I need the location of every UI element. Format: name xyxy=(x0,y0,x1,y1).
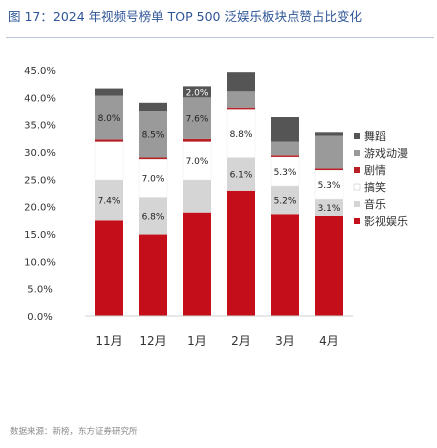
bar-segment-drama xyxy=(139,157,167,160)
legend-label-dance: 舞蹈 xyxy=(364,130,386,143)
data-label: 5.2% xyxy=(274,197,297,207)
x-axis: 11月 12月 1月 2月 3月 4月 xyxy=(85,315,353,348)
bar-group xyxy=(94,72,344,316)
stacked-bar-chart: 0.0% 5.0% 10.0% 15.0% 20.0% 25.0% 30.0% 35.0% 40… xyxy=(24,66,408,348)
data-label: 6.1% xyxy=(230,171,253,181)
bar-segment-drama xyxy=(271,155,299,157)
bar-segment-film xyxy=(271,214,299,316)
bar-segment-drama xyxy=(183,138,211,142)
legend-label-drama: 剧情 xyxy=(364,164,386,177)
y-axis: 0.0% 5.0% 10.0% 15.0% 20.0% 25.0% 30.0% 35.0% 40… xyxy=(24,66,56,323)
y-tick-label: 20.0% xyxy=(24,203,56,214)
bar-segment-dance xyxy=(315,132,343,136)
legend-swatch-funny xyxy=(353,183,361,191)
legend-swatch-film xyxy=(354,218,360,224)
data-labels: 7.4% 8.0% 6.8% 7.0% 8.5% 7.0% 7.6% 2.0% 6.1% 8.8%… xyxy=(98,88,341,222)
bar-segment-film xyxy=(183,212,211,316)
bar-segment-music xyxy=(271,185,299,215)
data-label: 5.3% xyxy=(274,168,297,178)
bar-segment-dance xyxy=(271,117,299,142)
bar-segment-game_anime xyxy=(139,111,167,158)
bar-segment-music xyxy=(227,157,255,191)
legend-label-game_anime: 游戏动漫 xyxy=(364,146,408,160)
bar-segment-game_anime xyxy=(227,91,255,108)
bar-segment-funny xyxy=(138,158,168,198)
bar-segment-music xyxy=(183,179,211,213)
bar-segment-funny xyxy=(270,156,300,187)
bar-segment-funny xyxy=(226,109,256,158)
bar-segment-funny xyxy=(182,141,212,181)
bar-segment-dance xyxy=(139,102,167,111)
x-tick-label: 12月 xyxy=(139,334,166,348)
y-tick-label: 30.0% xyxy=(24,148,56,159)
y-tick-label: 5.0% xyxy=(27,285,52,296)
y-tick-label: 15.0% xyxy=(24,230,56,241)
legend-swatch-drama xyxy=(354,167,360,173)
figure-title: 图 17：2024 年视频号榜单 TOP 500 泛娱乐板块点赞占比变化 xyxy=(8,9,362,24)
bar-segment-music xyxy=(139,197,167,235)
bar-segment-dance xyxy=(95,88,123,96)
bar-segment-drama xyxy=(315,168,343,171)
bar-segment-funny xyxy=(94,141,124,181)
bar-segment-game_anime xyxy=(315,135,343,169)
legend-swatch-music xyxy=(354,201,360,207)
legend-label-film: 影视娱乐 xyxy=(364,214,408,228)
bar-segment-film xyxy=(139,234,167,316)
bar-segment-film xyxy=(227,190,255,316)
legend-swatch-dance xyxy=(354,133,360,139)
y-tick-label: 0.0% xyxy=(27,312,52,323)
y-tick-label: 25.0% xyxy=(24,175,56,186)
bar-segment-game_anime xyxy=(95,95,123,140)
data-label: 7.4% xyxy=(98,197,121,207)
data-label: 7.0% xyxy=(186,157,209,167)
y-tick-label: 45.0% xyxy=(24,66,56,77)
data-label: 8.8% xyxy=(230,130,253,140)
legend-swatch-game_anime xyxy=(354,150,360,156)
legend-label-music: 音乐 xyxy=(364,197,386,211)
bar-segment-drama xyxy=(95,139,123,142)
bar-segment-drama xyxy=(227,107,255,110)
data-label: 7.6% xyxy=(186,115,209,125)
bar-segment-music xyxy=(315,199,343,216)
bar-segment-film xyxy=(95,220,123,316)
bar-segment-dance xyxy=(183,86,211,98)
bar-segment-dance xyxy=(227,72,255,92)
source-note: 数据来源：新榜，东方证券研究所 xyxy=(10,427,138,437)
data-label: 2.0% xyxy=(186,88,209,98)
data-label: 3.1% xyxy=(318,204,341,214)
x-tick-label: 11月 xyxy=(95,334,122,348)
legend-label-funny: 搞笑 xyxy=(364,180,386,194)
x-tick-label: 2月 xyxy=(231,334,251,348)
bar-segment-funny xyxy=(314,169,344,200)
x-tick-label: 4月 xyxy=(319,334,339,348)
bar-segment-music xyxy=(95,179,123,221)
x-tick-label: 1月 xyxy=(187,334,207,348)
data-label: 7.0% xyxy=(142,175,165,185)
bar-segment-game_anime xyxy=(271,141,299,156)
title-divider xyxy=(6,37,434,38)
data-label: 8.5% xyxy=(142,131,165,141)
data-label: 6.8% xyxy=(142,212,165,222)
data-label: 8.0% xyxy=(98,114,121,124)
bar-segment-film xyxy=(315,215,343,316)
y-tick-label: 40.0% xyxy=(24,93,56,104)
x-tick-label: 3月 xyxy=(275,334,295,348)
y-tick-label: 35.0% xyxy=(24,121,56,132)
data-label: 5.3% xyxy=(318,181,341,191)
y-tick-label: 10.0% xyxy=(24,257,56,268)
bar-segment-game_anime xyxy=(183,97,211,139)
